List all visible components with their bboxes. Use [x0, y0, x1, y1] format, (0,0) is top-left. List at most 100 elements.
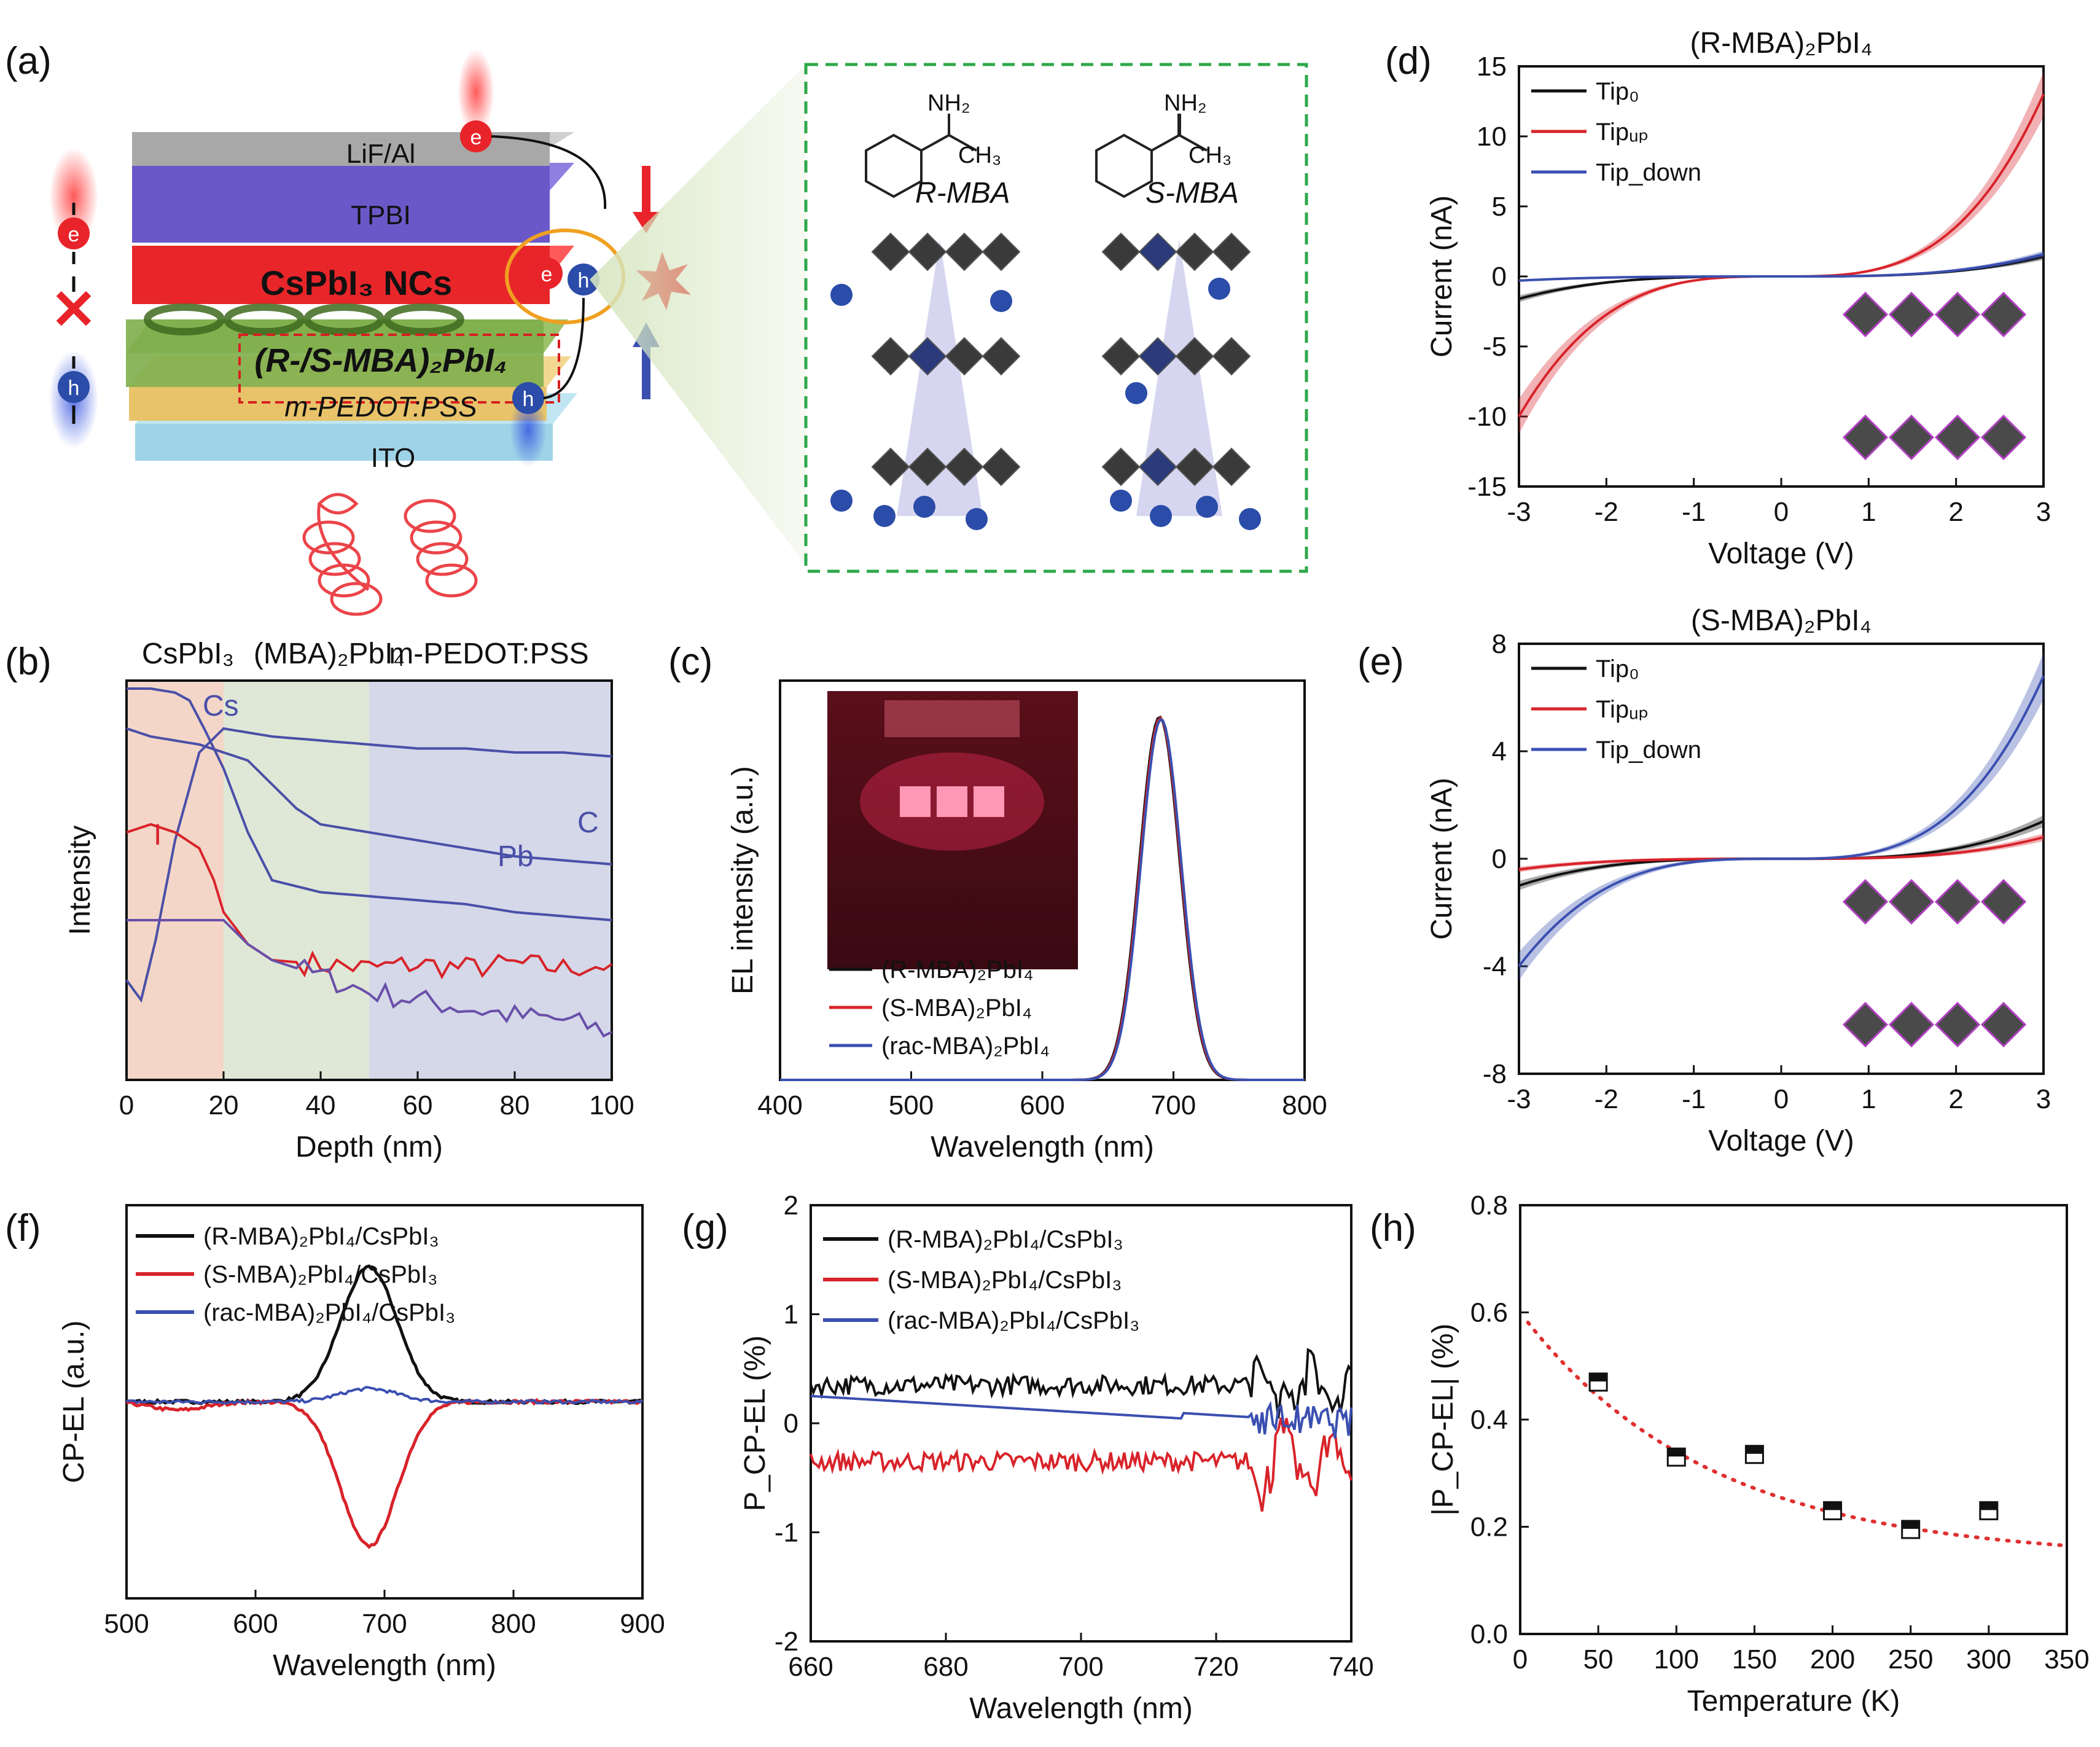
chart-e-xtick-label-5: 2 — [1948, 1084, 1963, 1114]
chart-h-xtick-label-3: 150 — [1732, 1644, 1777, 1675]
layer-lif-al: LiF/Al — [346, 139, 415, 169]
chart-c-xtick-label-2: 600 — [1020, 1090, 1064, 1120]
chart-b-series-Cs — [127, 687, 612, 921]
chart-d-series-2 — [1518, 252, 2044, 282]
chart-d-ytick-label-0: -15 — [1467, 472, 1507, 502]
chart-b-region-label-0: CsPbI₃ — [142, 638, 234, 670]
chart-b-xtick-label-0: 0 — [119, 1090, 134, 1120]
hole-injected-symbol: h — [523, 388, 534, 411]
chart-b-xtick-label-4: 80 — [500, 1090, 530, 1120]
electron-carrier-left — [58, 217, 90, 249]
chart-h-xtick-label-4: 200 — [1810, 1644, 1855, 1675]
chart-c-xtick-label-3: 700 — [1151, 1090, 1196, 1120]
chart-d-xtick-label-2: -1 — [1682, 497, 1706, 527]
chart-f-xtick-label-2: 700 — [362, 1609, 407, 1639]
chart-g-xtick-label-2: 700 — [1058, 1652, 1103, 1682]
cp-light-spirals-icon — [302, 493, 478, 616]
chart-e-octahedron-0-3 — [1980, 878, 2027, 925]
chart-d-xtick-label-6: 3 — [2036, 497, 2051, 527]
chart-f-xtick-label-4: 900 — [620, 1609, 665, 1639]
chart-g-xtick-label-0: 660 — [788, 1652, 833, 1682]
chart-e-legend-2: Tip_down — [1596, 737, 1701, 764]
chart-d-xtick-label-3: 0 — [1774, 497, 1789, 527]
hole-carrier-left — [58, 371, 90, 403]
r-mba-nh2: NH₂ — [927, 90, 970, 116]
chart-e-band-1 — [1519, 833, 2043, 872]
chart-d-xtick-label-5: 2 — [1948, 497, 1963, 527]
chart-d-legend-0: Tip₀ — [1596, 78, 1639, 105]
chart-g-series-2 — [810, 1394, 1353, 1439]
chart-e-band-0 — [1519, 815, 2043, 891]
chart-d-xtick-label-1: -2 — [1595, 497, 1618, 527]
chart-d-octahedron-1-1 — [1888, 414, 1935, 461]
chart-c-ylabel: EL intensity (a.u.) — [727, 766, 759, 995]
chart-g-ytick-label-0: -2 — [775, 1627, 798, 1657]
chart-f-ylabel: CP-EL (a.u.) — [58, 1321, 90, 1483]
panel-label-f: (f) — [5, 1207, 41, 1249]
chart-g: 660 680 700 720 740 -2 -1 0 1 2 Wavelength (nm) P_C… — [739, 1190, 1374, 1725]
chart-d-ytick-label-5: 10 — [1477, 122, 1507, 152]
chart-e-octahedron-1-2 — [1934, 1001, 1981, 1048]
chart-h-ylabel: |P_CP-EL| (%) — [1427, 1323, 1459, 1515]
chart-d-octahedron-1-2 — [1934, 414, 1981, 461]
chart-g-xtick-label-4: 740 — [1329, 1652, 1373, 1682]
chart-h-xtick-label-1: 50 — [1583, 1644, 1614, 1675]
chart-h-xtick-label-6: 300 — [1966, 1644, 2011, 1675]
chart-g-ylabel: P_CP-EL (%) — [739, 1335, 771, 1511]
chart-b-xtick-label-2: 40 — [306, 1090, 336, 1120]
chart-e-crystal-inset — [1842, 878, 2027, 1048]
chart-e-ytick-label-2: 0 — [1492, 844, 1507, 874]
chart-e-xtick-label-4: 1 — [1861, 1084, 1876, 1114]
layer-mba-pbi4: (R-/S-MBA)₂PbI₄ — [254, 342, 507, 379]
hole-recombine-symbol: h — [578, 269, 590, 292]
chart-b-label-Cs: Cs — [203, 690, 239, 722]
chart-d-octahedron-1-0 — [1842, 414, 1889, 461]
s-mba-ch3: CH₃ — [1189, 143, 1232, 168]
chart-c-xtick-label-0: 400 — [757, 1090, 802, 1120]
chart-b-xlabel: Depth (nm) — [295, 1131, 443, 1163]
chart-g-legend-2: (rac-MBA)₂PbI₄/CsPbI₃ — [888, 1307, 1139, 1334]
chart-e-xtick-label-6: 3 — [2036, 1084, 2051, 1114]
chart-d-xtick-label-0: -3 — [1507, 497, 1531, 527]
panel-a-zoom-box: NH₂ CH₃ R-MBA NH₂ CH₃ S-MBA — [804, 63, 1308, 573]
chart-d-ytick-label-2: -5 — [1483, 332, 1507, 362]
chart-b-label-I: I — [154, 819, 162, 851]
chart-c-xlabel: Wavelength (nm) — [931, 1131, 1154, 1163]
chart-e-xtick-label-3: 0 — [1774, 1084, 1789, 1114]
chart-c-legend-1: (S-MBA)₂PbI₄ — [881, 995, 1032, 1022]
chart-c-legend-0: (R-MBA)₂PbI₄ — [881, 956, 1033, 983]
chart-h-xtick-label-5: 250 — [1888, 1644, 1933, 1675]
electron-recombine — [531, 257, 563, 289]
s-mba-nh2: NH₂ — [1164, 90, 1207, 116]
chart-e-ytick-label-0: -8 — [1483, 1059, 1507, 1089]
panel-label-h: (h) — [1370, 1207, 1416, 1249]
chart-h: 0 50 100 150 200 250 300 350 0.0 0.2 0.4 0.6 0.8 Temp… — [1427, 1190, 2090, 1718]
chart-g-legend-1: (S-MBA)₂PbI₄/CsPbI₃ — [888, 1267, 1122, 1294]
chart-d-ylabel: Current (nA) — [1426, 195, 1458, 358]
chart-g-xtick-label-3: 720 — [1193, 1652, 1238, 1682]
chart-g-xlabel: Wavelength (nm) — [969, 1692, 1193, 1725]
panel-a-device: LiF/Al TPBI CsPbI₃ NCs (R-/S-MBA)₂PbI₄ m… — [49, 49, 806, 616]
chart-h-ytick-label-0: 0.0 — [1470, 1619, 1508, 1649]
chart-b-label-Pb: Pb — [498, 840, 534, 873]
chart-b: 0 20 40 60 80 100 Depth (nm) Intensity CsPbI₃ (MB… — [64, 638, 634, 1163]
chart-h-ytick-label-3: 0.6 — [1470, 1298, 1508, 1328]
chart-b-series-extra — [127, 919, 612, 1038]
panel-c-led-photo — [827, 691, 1078, 969]
panel-label-d: (d) — [1385, 40, 1432, 82]
chart-d-title: (R-MBA)₂PbI₄ — [1690, 27, 1873, 60]
chart-e-ylabel: Current (nA) — [1426, 778, 1458, 940]
chart-d-xtick-label-4: 1 — [1861, 497, 1876, 527]
chart-e-octahedron-0-1 — [1888, 878, 1935, 925]
chart-b-series-C — [125, 727, 612, 1003]
chart-f: 500 600 700 800 900 Wavelength (nm) CP-EL (a.u… — [58, 1204, 665, 1682]
chart-e-ytick-label-3: 4 — [1492, 737, 1507, 767]
chart-g-xtick-label-1: 680 — [923, 1652, 968, 1682]
chart-e-ytick-label-4: 8 — [1492, 629, 1507, 659]
panel-label-c: (c) — [668, 641, 712, 683]
chart-g-ytick-label-3: 1 — [784, 1300, 798, 1330]
chart-c-series-2 — [780, 717, 1305, 1081]
